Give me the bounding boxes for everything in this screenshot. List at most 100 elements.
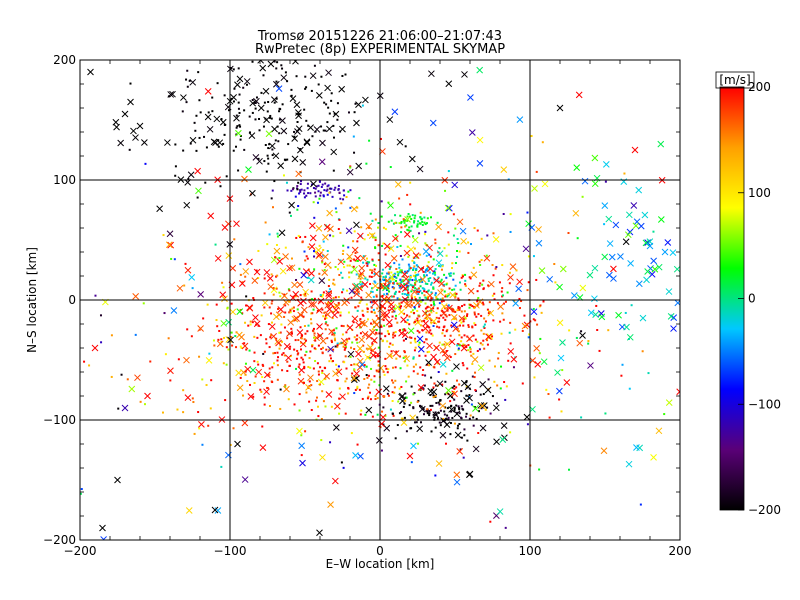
- data-point: [475, 315, 478, 318]
- data-point-x: [357, 232, 364, 240]
- data-point: [129, 82, 132, 85]
- data-point: [321, 295, 324, 298]
- data-point: [349, 356, 352, 359]
- data-point: [413, 307, 416, 310]
- data-point: [263, 396, 266, 399]
- data-point-x: [296, 146, 304, 154]
- data-point: [457, 297, 460, 300]
- data-point: [290, 94, 293, 97]
- data-point: [309, 318, 312, 321]
- data-point: [442, 417, 445, 420]
- data-point: [596, 328, 599, 331]
- data-point: [232, 427, 235, 430]
- data-point: [393, 307, 396, 310]
- data-point: [460, 340, 463, 343]
- data-point: [471, 325, 474, 328]
- data-point: [326, 193, 329, 196]
- data-point: [330, 187, 333, 190]
- data-point: [473, 376, 476, 379]
- data-point: [482, 287, 485, 290]
- data-point: [143, 403, 146, 406]
- data-point: [466, 367, 469, 370]
- data-point: [216, 82, 219, 85]
- data-point: [402, 356, 405, 359]
- data-point: [323, 268, 326, 271]
- data-point: [449, 334, 452, 337]
- data-point-x: [358, 319, 366, 327]
- data-point: [422, 274, 425, 277]
- data-point: [376, 397, 379, 400]
- data-point: [416, 400, 419, 403]
- data-point: [302, 361, 305, 364]
- data-point: [604, 412, 607, 415]
- data-point: [353, 230, 356, 233]
- data-point-x: [635, 280, 643, 288]
- colorbar-label: [m/s]: [719, 73, 750, 87]
- data-point-x: [476, 136, 484, 144]
- data-point-x: [322, 253, 329, 261]
- data-point: [295, 278, 298, 281]
- data-point: [356, 259, 359, 262]
- data-point: [293, 403, 296, 406]
- data-point: [319, 294, 322, 297]
- data-point: [395, 277, 398, 280]
- data-point: [323, 311, 326, 314]
- data-point: [303, 367, 306, 370]
- data-point: [290, 331, 293, 334]
- data-point-x: [460, 344, 468, 352]
- data-point: [508, 282, 511, 285]
- data-point-x: [417, 384, 425, 391]
- data-point: [398, 329, 401, 332]
- data-point: [258, 129, 261, 132]
- data-point: [272, 206, 275, 209]
- data-point: [436, 298, 439, 301]
- data-point: [365, 257, 368, 260]
- data-point: [254, 107, 257, 110]
- data-point: [422, 413, 425, 416]
- data-point: [230, 331, 233, 334]
- data-point: [365, 303, 368, 306]
- data-point: [439, 398, 442, 401]
- data-point: [338, 387, 341, 390]
- data-point-x: [282, 253, 289, 260]
- data-point-x: [309, 222, 316, 230]
- data-point: [445, 330, 448, 333]
- data-point-x: [315, 306, 323, 314]
- data-point: [400, 226, 403, 229]
- data-point: [337, 296, 340, 299]
- data-point: [429, 216, 432, 219]
- data-point: [314, 195, 317, 198]
- data-point: [374, 246, 377, 249]
- data-point: [366, 310, 369, 313]
- data-point-x: [324, 311, 332, 318]
- data-point: [406, 282, 409, 285]
- data-point-x: [206, 125, 214, 133]
- data-point: [413, 349, 416, 352]
- data-point: [314, 250, 317, 253]
- data-point: [254, 118, 257, 121]
- data-point: [426, 363, 429, 366]
- data-point: [419, 253, 422, 256]
- data-point: [182, 149, 185, 152]
- data-point: [455, 386, 458, 389]
- data-point: [394, 317, 397, 320]
- data-point: [225, 175, 228, 178]
- data-point-x: [251, 277, 259, 284]
- data-point: [482, 332, 485, 335]
- data-point-x: [213, 115, 221, 123]
- data-point: [384, 228, 387, 231]
- data-point: [639, 503, 642, 506]
- data-point: [399, 355, 402, 358]
- data-point: [503, 381, 506, 384]
- data-point-x: [416, 425, 424, 433]
- data-point-x: [183, 356, 190, 364]
- data-point: [149, 360, 152, 363]
- data-point-x: [388, 273, 396, 281]
- data-point: [337, 268, 340, 271]
- data-point-x: [205, 357, 213, 364]
- data-point: [221, 281, 224, 284]
- data-point: [439, 298, 442, 301]
- data-point: [283, 158, 286, 161]
- data-point: [479, 282, 482, 285]
- data-point-x: [235, 129, 242, 137]
